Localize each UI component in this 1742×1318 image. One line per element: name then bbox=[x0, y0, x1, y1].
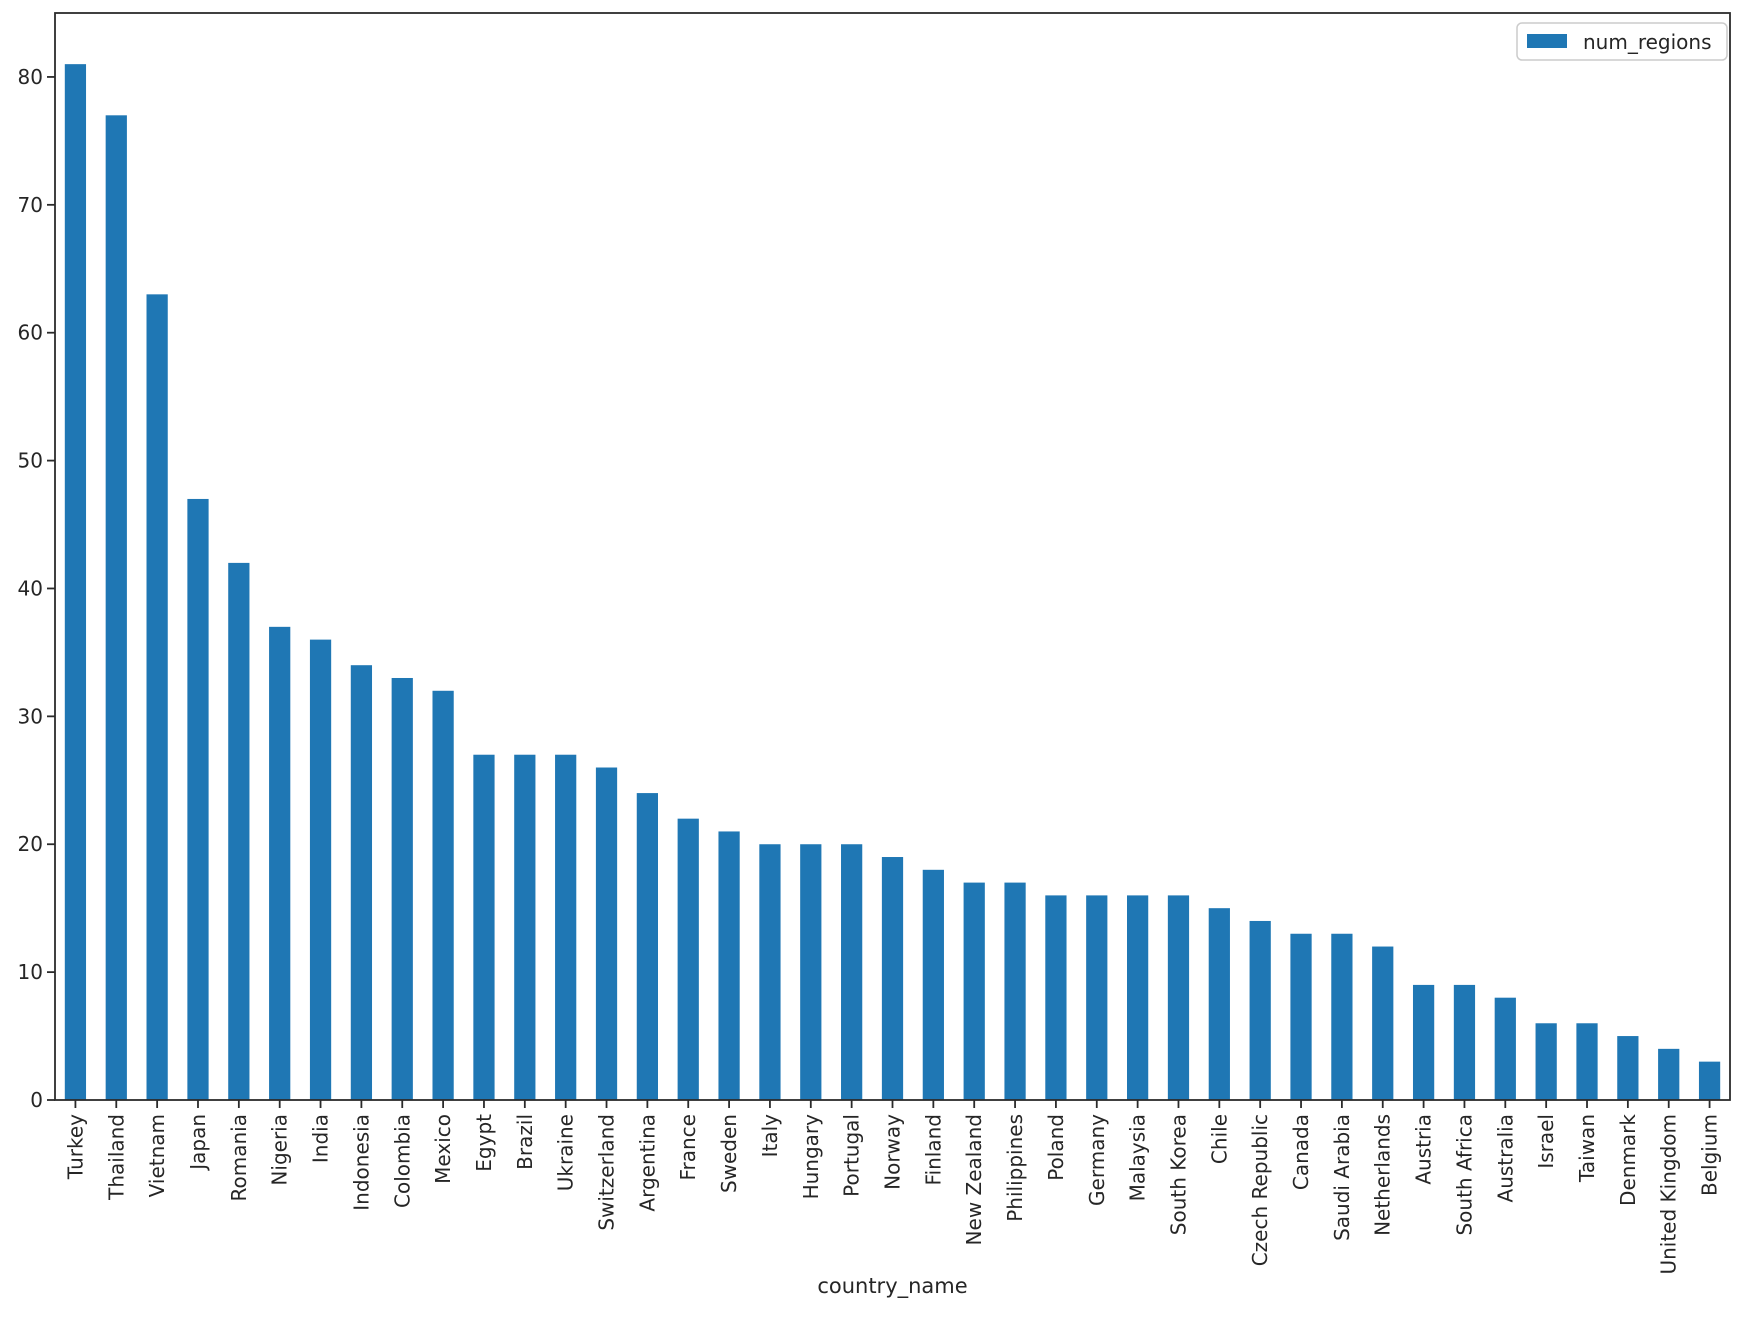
bar-colombia bbox=[391, 677, 413, 1100]
bar-ukraine bbox=[555, 754, 577, 1100]
x-tick-label-sweden: Sweden bbox=[717, 1114, 741, 1193]
bar-south-africa bbox=[1453, 984, 1476, 1100]
legend-swatch bbox=[1527, 34, 1567, 48]
bar-vietnam bbox=[146, 294, 168, 1101]
x-tick-label-denmark: Denmark bbox=[1616, 1114, 1640, 1206]
x-tick-label-nigeria: Nigeria bbox=[268, 1114, 292, 1186]
x-tick-label-germany: Germany bbox=[1085, 1114, 1109, 1206]
bar-israel bbox=[1535, 1023, 1557, 1100]
bar-canada bbox=[1290, 933, 1312, 1100]
legend-label: num_regions bbox=[1583, 30, 1712, 54]
x-tick-label-south-africa: South Africa bbox=[1452, 1114, 1476, 1236]
x-tick-label-turkey: Turkey bbox=[63, 1114, 87, 1180]
x-tick-label-belgium: Belgium bbox=[1698, 1114, 1722, 1196]
x-tick-label-australia: Australia bbox=[1493, 1114, 1517, 1202]
x-tick-label-mexico: Mexico bbox=[431, 1114, 455, 1184]
x-tick-label-vietnam: Vietnam bbox=[145, 1114, 169, 1197]
x-tick-label-argentina: Argentina bbox=[635, 1114, 659, 1212]
bar-netherlands bbox=[1372, 946, 1394, 1100]
bar-romania bbox=[228, 562, 250, 1100]
y-tick-label: 20 bbox=[18, 832, 43, 856]
bar-mexico bbox=[432, 690, 454, 1100]
x-tick-label-philippines: Philippines bbox=[1003, 1114, 1027, 1222]
x-tick-label-czech-republic: Czech Republic bbox=[1248, 1114, 1272, 1266]
x-tick-label-ukraine: Ukraine bbox=[554, 1114, 578, 1191]
y-tick-label: 40 bbox=[18, 576, 43, 600]
x-tick-label-romania: Romania bbox=[227, 1114, 251, 1201]
bar-nigeria bbox=[269, 626, 291, 1100]
bar-thailand bbox=[105, 115, 127, 1100]
bar-germany bbox=[1086, 895, 1108, 1100]
bar-japan bbox=[187, 498, 209, 1100]
bar-malaysia bbox=[1127, 895, 1149, 1100]
x-tick-label-taiwan: Taiwan bbox=[1575, 1114, 1599, 1183]
bar-argentina bbox=[636, 793, 658, 1100]
bar-brazil bbox=[514, 754, 536, 1100]
bar-turkey bbox=[64, 64, 87, 1100]
y-tick-label: 30 bbox=[18, 704, 43, 728]
x-axis-title: country_name bbox=[817, 1274, 967, 1299]
x-tick-label-thailand: Thailand bbox=[104, 1114, 128, 1201]
bar-austria bbox=[1412, 984, 1435, 1100]
bar-india bbox=[309, 639, 332, 1100]
bar-united-kingdom bbox=[1658, 1048, 1680, 1100]
x-tick-label-netherlands: Netherlands bbox=[1371, 1114, 1395, 1236]
bar-poland bbox=[1045, 895, 1067, 1100]
x-tick-label-austria: Austria bbox=[1412, 1114, 1436, 1185]
bar-new-zealand bbox=[963, 882, 985, 1100]
x-tick-label-portugal: Portugal bbox=[840, 1114, 864, 1197]
bar-denmark bbox=[1617, 1036, 1639, 1100]
x-tick-label-switzerland: Switzerland bbox=[595, 1114, 619, 1231]
bar-south-korea bbox=[1167, 895, 1190, 1100]
legend-box bbox=[1516, 22, 1728, 61]
x-tick-label-brazil: Brazil bbox=[513, 1114, 537, 1170]
bar-indonesia bbox=[350, 665, 373, 1100]
x-tick-label-israel: Israel bbox=[1534, 1114, 1558, 1169]
bar-belgium bbox=[1698, 1061, 1721, 1100]
bar-australia bbox=[1494, 997, 1516, 1100]
x-tick-label-japan: Japan bbox=[186, 1114, 210, 1172]
bar-saudi-arabia bbox=[1331, 933, 1353, 1100]
y-tick-label: 70 bbox=[18, 193, 43, 217]
x-tick-label-india: India bbox=[309, 1114, 333, 1163]
x-tick-label-poland: Poland bbox=[1044, 1114, 1068, 1181]
bar-egypt bbox=[473, 754, 495, 1100]
x-tick-label-france: France bbox=[676, 1114, 700, 1181]
x-tick-label-chile: Chile bbox=[1207, 1114, 1231, 1164]
bar-italy bbox=[759, 844, 781, 1100]
x-tick-label-united-kingdom: United Kingdom bbox=[1657, 1114, 1681, 1275]
y-tick-label: 80 bbox=[18, 65, 43, 89]
bar-finland bbox=[922, 869, 944, 1100]
x-tick-label-canada: Canada bbox=[1289, 1114, 1313, 1190]
x-tick-label-egypt: Egypt bbox=[472, 1114, 496, 1172]
y-tick-label: 50 bbox=[18, 449, 43, 473]
y-tick-label: 0 bbox=[30, 1088, 43, 1112]
x-tick-label-malaysia: Malaysia bbox=[1126, 1114, 1150, 1201]
bar-chile bbox=[1208, 908, 1230, 1100]
y-tick-label: 10 bbox=[18, 960, 43, 984]
bar-taiwan bbox=[1576, 1023, 1598, 1100]
x-tick-label-south-korea: South Korea bbox=[1166, 1114, 1190, 1235]
x-tick-label-norway: Norway bbox=[881, 1114, 905, 1190]
x-tick-label-finland: Finland bbox=[921, 1114, 945, 1185]
bar-portugal bbox=[841, 844, 863, 1100]
x-tick-label-saudi-arabia: Saudi Arabia bbox=[1330, 1114, 1354, 1241]
x-tick-label-hungary: Hungary bbox=[799, 1114, 823, 1200]
bar-sweden bbox=[718, 831, 740, 1100]
bar-hungary bbox=[800, 844, 822, 1100]
bar-switzerland bbox=[595, 767, 618, 1100]
bar-philippines bbox=[1004, 882, 1026, 1100]
y-tick-label: 60 bbox=[18, 321, 43, 345]
bar-norway bbox=[881, 857, 904, 1100]
x-tick-label-new-zealand: New Zealand bbox=[962, 1114, 986, 1245]
x-tick-label-italy: Italy bbox=[758, 1114, 782, 1158]
x-tick-label-indonesia: Indonesia bbox=[349, 1114, 373, 1211]
bar-france bbox=[677, 818, 699, 1100]
bar-czech-republic bbox=[1249, 920, 1271, 1100]
x-tick-label-colombia: Colombia bbox=[390, 1114, 414, 1208]
